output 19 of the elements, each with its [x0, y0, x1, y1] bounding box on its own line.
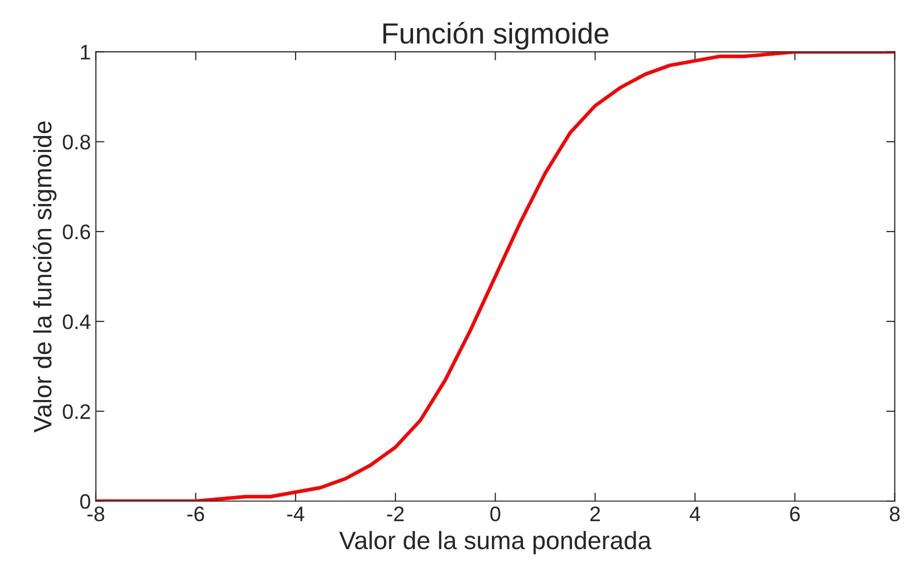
y-tick-label: 0.2 — [62, 404, 90, 420]
y-tick-label: 0 — [80, 494, 90, 509]
x-tick-label: -2 — [387, 506, 404, 522]
x-tick-label: -4 — [287, 506, 304, 522]
y-tick-label: 0.6 — [62, 224, 90, 240]
x-tick-label: 4 — [690, 506, 700, 522]
y-axis-title: Valor de la función sigmoide — [32, 121, 56, 432]
x-tick-label: -8 — [88, 506, 104, 522]
x-tick-label: -6 — [187, 506, 204, 522]
x-tick-label: 6 — [790, 506, 800, 522]
x-tick-label: 2 — [590, 506, 600, 522]
x-axis-title: Valor de la suma ponderada — [339, 530, 652, 554]
y-tick-label: 0.8 — [62, 134, 90, 150]
y-tick-label: 0.4 — [62, 314, 90, 330]
x-tick-label: 8 — [890, 506, 900, 522]
chart-title: Función sigmoide — [383, 22, 608, 50]
x-tick-label: 0 — [490, 506, 500, 522]
line-series — [96, 52, 895, 502]
y-tick-label: 1 — [81, 45, 90, 60]
